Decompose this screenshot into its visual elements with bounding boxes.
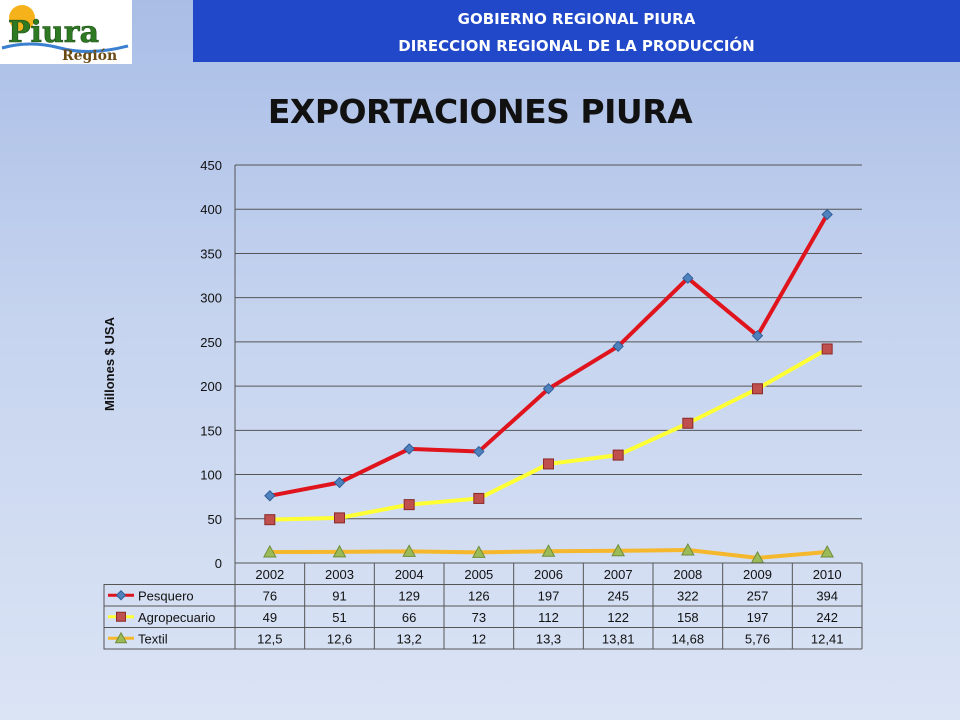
- data-point-pesquero: [333, 476, 346, 489]
- piura-region-logo: Piura Región: [0, 0, 132, 64]
- header-banner: GOBIERNO REGIONAL PIURA DIRECCION REGION…: [193, 0, 960, 62]
- data-label: 129: [398, 588, 420, 603]
- y-tick-label: 100: [200, 468, 222, 483]
- y-tick-label: 200: [200, 379, 222, 394]
- data-point-textil: [471, 545, 486, 558]
- y-tick-label: 0: [215, 556, 222, 571]
- plot-area: [235, 165, 862, 563]
- logo-text-sub: Región: [62, 48, 117, 64]
- x-category-label: 2004: [395, 567, 424, 582]
- data-label: 112: [538, 610, 559, 625]
- header-line-2: DIRECCION REGIONAL DE LA PRODUCCIÓN: [398, 37, 755, 55]
- logo-mark: Piura Región: [1, 5, 129, 64]
- data-point-pesquero: [403, 443, 415, 455]
- x-category-label: 2003: [325, 567, 354, 582]
- data-label: 66: [402, 610, 416, 625]
- x-category-label: 2006: [534, 567, 563, 582]
- page-title: EXPORTACIONES PIURA: [267, 92, 693, 131]
- logo-wave: [1, 42, 129, 54]
- data-label: 14,68: [672, 631, 705, 646]
- legend-marker-pesquero: [115, 590, 127, 601]
- logo-sun: [9, 5, 35, 31]
- data-point-agropecuario: [543, 458, 554, 470]
- logo-text-main: Piura: [8, 15, 99, 50]
- x-category-label: 2008: [673, 567, 702, 582]
- data-label: 158: [677, 610, 699, 625]
- data-label: 76: [263, 588, 277, 603]
- data-point-textil: [541, 544, 556, 557]
- data-label: 13,3: [536, 631, 561, 646]
- data-point-agropecuario: [612, 449, 624, 461]
- y-tick-label: 300: [200, 291, 222, 306]
- y-tick-label: 250: [200, 335, 222, 350]
- data-label: 197: [538, 588, 560, 603]
- x-category-label: 2007: [604, 567, 633, 582]
- legend-entry: Agropecuario: [138, 610, 215, 625]
- data-label: 126: [468, 588, 490, 603]
- x-category-label: 2010: [813, 567, 842, 582]
- data-label: 12: [472, 631, 486, 646]
- data-label: 394: [816, 588, 838, 603]
- data-point-pesquero: [612, 340, 624, 353]
- data-label: 5,76: [745, 631, 770, 646]
- y-tick-label: 400: [200, 202, 222, 217]
- data-point-pesquero: [821, 208, 833, 221]
- data-point-agropecuario: [682, 417, 694, 429]
- y-tick-label: 350: [200, 246, 222, 261]
- x-category-label: 2002: [255, 567, 284, 582]
- data-label: 122: [607, 610, 629, 625]
- data-point-textil: [332, 544, 347, 558]
- data-point-textil: [402, 544, 417, 557]
- data-point-textil: [611, 543, 626, 557]
- data-point-pesquero: [473, 445, 485, 458]
- data-label: 49: [263, 610, 277, 625]
- data-label: 242: [816, 610, 838, 625]
- data-label: 12,41: [811, 631, 844, 646]
- data-label: 12,6: [327, 631, 352, 646]
- data-label: 13,81: [602, 631, 635, 646]
- y-tick-label: 150: [200, 423, 222, 438]
- data-label: 257: [747, 588, 769, 603]
- legend-marker-textil: [114, 631, 128, 644]
- data-point-pesquero: [542, 383, 555, 395]
- data-label: 12,5: [257, 631, 282, 646]
- data-point-textil: [820, 544, 835, 558]
- data-point-agropecuario: [752, 383, 763, 395]
- data-label: 197: [747, 610, 769, 625]
- data-point-agropecuario: [334, 512, 345, 524]
- data-label: 245: [607, 588, 629, 603]
- header-line-1: GOBIERNO REGIONAL PIURA: [457, 10, 696, 28]
- data-point-pesquero: [751, 329, 764, 342]
- data-label: 322: [677, 588, 699, 603]
- series-line-pesquero: [269, 213, 829, 498]
- legend-marker-agropecuario: [116, 611, 126, 622]
- data-point-agropecuario: [264, 514, 276, 526]
- data-label: 51: [332, 610, 346, 625]
- data-label: 91: [332, 588, 346, 603]
- data-point-textil: [680, 542, 695, 556]
- y-axis-title: Millones $ USA: [102, 316, 117, 411]
- series-line-agropecuario: [269, 347, 829, 522]
- data-point-textil: [262, 544, 277, 558]
- data-point-pesquero: [682, 272, 694, 284]
- data-label: 73: [472, 610, 486, 625]
- y-tick-label: 450: [200, 158, 222, 173]
- data-point-agropecuario: [403, 499, 415, 511]
- data-point-agropecuario: [473, 492, 485, 504]
- data-label: 13,2: [397, 631, 422, 646]
- legend-entry: Textil: [138, 631, 168, 646]
- x-category-label: 2009: [743, 567, 772, 582]
- legend-entry: Pesquero: [138, 588, 194, 603]
- data-point-pesquero: [264, 490, 276, 502]
- data-point-agropecuario: [821, 343, 833, 355]
- x-category-label: 2005: [464, 567, 493, 582]
- y-tick-label: 50: [208, 512, 222, 527]
